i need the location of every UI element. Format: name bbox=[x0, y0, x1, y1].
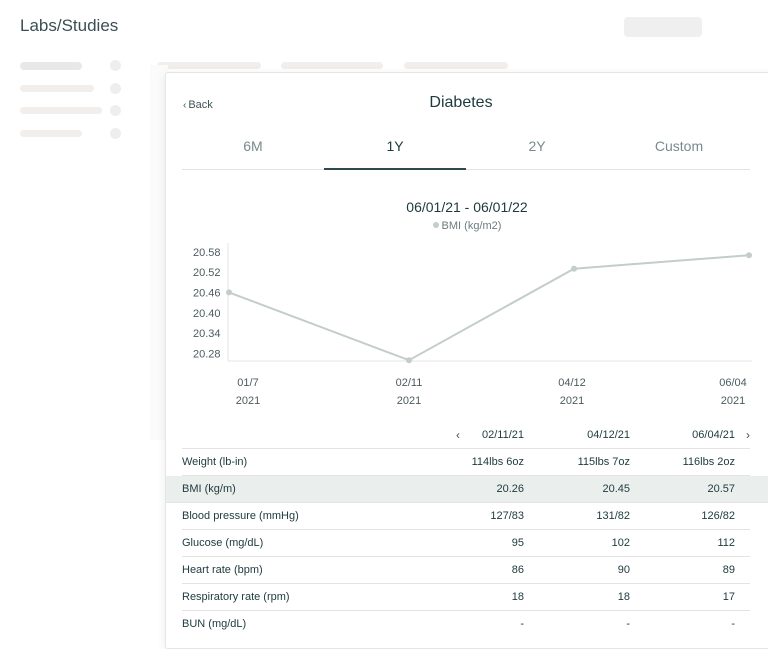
skeleton-bar bbox=[20, 62, 82, 70]
bmi-line-chart: 20.58 20.52 20.46 20.40 20.34 20.28 01/7 2021 02… bbox=[193, 243, 752, 407]
row-value: 17 bbox=[722, 591, 735, 603]
data-point[interactable] bbox=[226, 289, 232, 296]
row-value: 131/82 bbox=[596, 510, 630, 522]
column-date: 04/12/21 bbox=[587, 429, 630, 441]
legend-marker bbox=[432, 222, 439, 228]
row-value: - bbox=[731, 618, 735, 630]
background-panel bbox=[150, 65, 168, 440]
prev-date-chevron-left-icon[interactable]: ‹ bbox=[456, 428, 460, 442]
tab-1y[interactable]: 1Y bbox=[324, 129, 466, 170]
y-tick-label: 20.40 bbox=[193, 308, 221, 320]
x-tick-label: 01/7 bbox=[237, 377, 258, 389]
data-point[interactable] bbox=[406, 357, 412, 364]
panel-title: Diabetes bbox=[429, 94, 493, 111]
chart-title: 06/01/21 - 06/01/22 bbox=[406, 199, 528, 215]
row-value: 102 bbox=[611, 537, 630, 549]
x-tick-label: 02/11 bbox=[396, 377, 423, 389]
range-tabs: 6M 1Y 2Y Custom bbox=[182, 129, 750, 170]
skeleton-bar bbox=[20, 130, 82, 137]
table-row-highlighted: BMI (kg/m) 20.26 20.45 20.57 bbox=[166, 476, 768, 503]
row-value: 18 bbox=[511, 591, 524, 603]
series-line-bmi bbox=[228, 254, 750, 362]
row-value: 127/83 bbox=[490, 510, 524, 522]
chart-marks: 20.58 20.52 20.46 20.40 20.34 20.28 01/7 2021 02… bbox=[193, 247, 752, 407]
row-label: Blood pressure (mmHg) bbox=[182, 510, 299, 522]
chart-legend: BMI (kg/m2) bbox=[166, 220, 768, 232]
table-row: Glucose (mg/dL) 95 102 112 bbox=[182, 530, 750, 557]
chevron-left-icon: ‹ bbox=[183, 100, 187, 111]
column-date: 06/04/21 bbox=[692, 429, 735, 441]
row-value: 115lbs 7oz bbox=[577, 456, 630, 468]
row-label: BMI (kg/m) bbox=[182, 483, 236, 495]
skeleton-dot bbox=[110, 128, 121, 139]
tab-2y[interactable]: 2Y bbox=[528, 138, 546, 154]
column-date: 02/11/21 bbox=[481, 429, 524, 441]
x-tick-label: 2021 bbox=[560, 395, 584, 407]
row-label: Weight (lb-in) bbox=[182, 456, 248, 468]
skeleton-bar bbox=[281, 62, 383, 69]
x-tick-label: 06/04 bbox=[719, 377, 747, 389]
back-button[interactable]: ‹ Back bbox=[183, 99, 213, 111]
x-tick-label: 2021 bbox=[397, 395, 421, 407]
skeleton-dot bbox=[110, 105, 121, 116]
row-label: Heart rate (bpm) bbox=[182, 564, 263, 576]
table-row: BUN (mg/dL) - - - bbox=[182, 611, 750, 637]
x-tick-label: 2021 bbox=[236, 395, 260, 407]
row-value: - bbox=[626, 618, 630, 630]
data-point[interactable] bbox=[571, 265, 577, 272]
row-value: 20.45 bbox=[602, 483, 630, 495]
y-tick-label: 20.28 bbox=[193, 348, 221, 360]
table-row: Respiratory rate (rpm) 18 18 17 bbox=[182, 584, 750, 611]
row-value: 86 bbox=[511, 564, 524, 576]
row-value: - bbox=[520, 618, 524, 630]
row-value: 112 bbox=[717, 537, 735, 549]
row-value: 114lbs 6oz bbox=[471, 456, 524, 468]
y-tick-label: 20.46 bbox=[193, 287, 221, 299]
header-action-placeholder bbox=[624, 17, 702, 37]
row-value: 126/82 bbox=[701, 510, 735, 522]
back-label: Back bbox=[188, 99, 213, 111]
skeleton-bar bbox=[20, 85, 94, 92]
vitals-table: ‹ 02/11/21 04/12/21 06/04/21 › Weight (l… bbox=[166, 423, 768, 637]
skeleton-bar bbox=[157, 62, 261, 69]
skeleton-dot bbox=[110, 60, 121, 71]
page-title: Labs/Studies bbox=[20, 16, 119, 35]
tab-6m[interactable]: 6M bbox=[243, 138, 263, 154]
row-value: 89 bbox=[722, 564, 735, 576]
legend-label: BMI (kg/m2) bbox=[441, 220, 502, 232]
y-tick-label: 20.52 bbox=[193, 267, 221, 279]
row-value: 95 bbox=[511, 537, 524, 549]
row-value: 90 bbox=[617, 564, 630, 576]
row-label: BUN (mg/dL) bbox=[182, 618, 247, 630]
table-row: Weight (lb-in) 114lbs 6oz 115lbs 7oz 116… bbox=[182, 449, 750, 476]
table-row: Blood pressure (mmHg) 127/83 131/82 126/… bbox=[182, 503, 750, 530]
y-tick-label: 20.34 bbox=[193, 328, 221, 340]
data-point[interactable] bbox=[746, 252, 752, 259]
tab-custom[interactable]: Custom bbox=[654, 138, 704, 154]
x-tick-label: 04/12 bbox=[558, 377, 586, 389]
trend-panel: ‹ Back Diabetes 6M 1Y 2Y Custom 06/01/21 … bbox=[165, 72, 768, 649]
row-value: 20.57 bbox=[707, 483, 735, 495]
row-label: Glucose (mg/dL) bbox=[182, 537, 264, 549]
next-date-chevron-right-icon[interactable]: › bbox=[746, 428, 750, 442]
row-value: 18 bbox=[617, 591, 630, 603]
skeleton-bar bbox=[20, 107, 102, 114]
row-value: 20.26 bbox=[496, 483, 524, 495]
table-header: ‹ 02/11/21 04/12/21 06/04/21 › bbox=[182, 423, 750, 449]
y-tick-label: 20.58 bbox=[193, 247, 221, 259]
row-value: 116lbs 2oz bbox=[682, 456, 735, 468]
skeleton-bar bbox=[404, 62, 508, 69]
x-tick-label: 2021 bbox=[721, 395, 745, 407]
row-label: Respiratory rate (rpm) bbox=[182, 591, 290, 603]
skeleton-dot bbox=[110, 83, 121, 94]
table-row: Heart rate (bpm) 86 90 89 bbox=[182, 557, 750, 584]
